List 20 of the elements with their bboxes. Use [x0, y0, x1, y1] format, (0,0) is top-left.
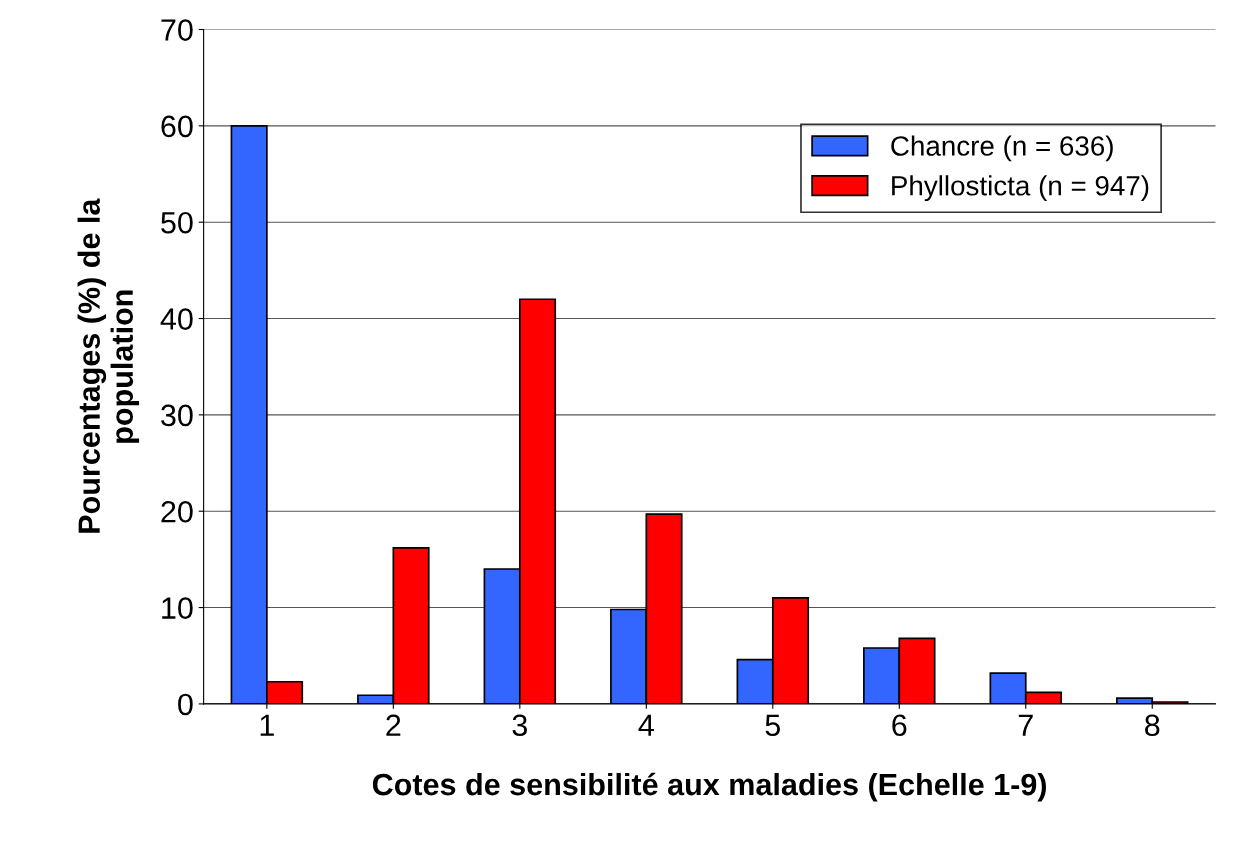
x-tick-label: 7 — [1018, 714, 1033, 736]
x-tick-label: 1 — [260, 714, 274, 736]
y-tick-label: 20 — [161, 500, 193, 523]
legend-label: Chancre (n = 636) — [891, 135, 1113, 162]
x-axis-title: Cotes de sensibilité aux maladies (Echelle 1-9) — [372, 772, 1046, 802]
x-tick-label: 3 — [512, 714, 527, 737]
x-tick-label: 6 — [892, 714, 907, 737]
y-tick-label: 60 — [161, 115, 193, 138]
x-tick-label: 5 — [765, 714, 781, 737]
y-tick-label: 10 — [162, 597, 193, 619]
y-tick-label: 70 — [161, 19, 193, 41]
y-tick-label: 50 — [161, 211, 193, 234]
x-tick-label: 8 — [1145, 714, 1160, 737]
x-tick-label: 4 — [638, 714, 654, 736]
y-tick-label: 40 — [160, 308, 193, 330]
y-tick-label: 30 — [161, 404, 193, 427]
y-axis-title: Pourcentages (%) de la population — [77, 198, 140, 533]
legend-label: Phyllosticta (n = 947) — [892, 175, 1149, 202]
y-tick-label: 0 — [178, 693, 193, 716]
x-tick-label: 2 — [386, 714, 401, 736]
